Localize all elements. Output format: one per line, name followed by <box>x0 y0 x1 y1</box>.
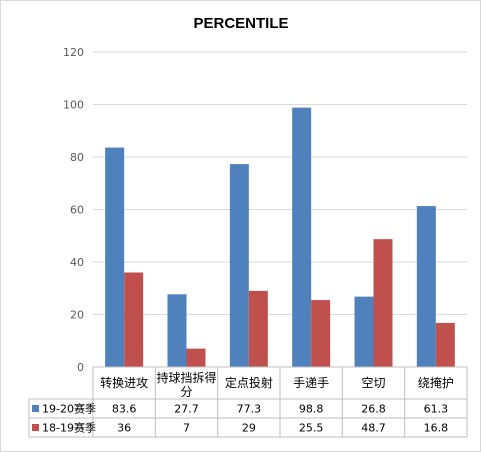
table-value: 26.8 <box>361 403 386 416</box>
category-label: 空切 <box>361 376 385 390</box>
table-value: 61.3 <box>424 403 449 416</box>
bar <box>292 107 312 368</box>
bar <box>186 348 206 367</box>
table-value: 16.8 <box>424 422 449 435</box>
bar <box>167 294 187 367</box>
bar <box>373 239 393 367</box>
legend-key <box>32 424 39 431</box>
bar <box>416 206 436 367</box>
bar <box>124 272 144 367</box>
category-label: 手递手 <box>293 376 329 390</box>
table-value: 83.6 <box>112 403 137 416</box>
gridlines <box>93 51 467 368</box>
table-value: 48.7 <box>361 422 386 435</box>
table-value: 25.5 <box>299 422 324 435</box>
table-value: 27.7 <box>174 403 199 416</box>
category-label: 定点投射 <box>225 375 273 390</box>
bar <box>229 164 249 367</box>
table-value: 98.8 <box>299 403 324 416</box>
legend-series-name: 18-19赛季 <box>42 421 96 435</box>
y-tick-label: 20 <box>70 309 84 322</box>
table-value: 36 <box>117 422 131 435</box>
y-axis-ticks: 0 20 40 60 80 100 120 <box>63 46 84 374</box>
bar <box>105 147 125 367</box>
bar <box>248 290 268 367</box>
table-value: 29 <box>242 422 256 435</box>
y-tick-label: 0 <box>77 361 84 374</box>
chart-title: PERCENTILE <box>193 15 288 32</box>
bar <box>354 296 374 367</box>
legend-series-name: 19-20赛季 <box>42 402 96 416</box>
table-value: 77.3 <box>237 403 262 416</box>
legend-key <box>32 405 39 412</box>
y-tick-label: 40 <box>70 256 84 269</box>
y-tick-label: 120 <box>63 46 84 59</box>
category-label: 绕掩护 <box>418 376 454 390</box>
bar <box>435 322 455 367</box>
y-tick-label: 100 <box>63 99 84 112</box>
category-label: 持球挡拆得分 <box>156 370 216 399</box>
table-value: 7 <box>183 422 190 435</box>
bar <box>311 300 331 367</box>
category-label: 转换进攻 <box>100 375 148 390</box>
y-tick-label: 60 <box>70 204 84 217</box>
y-tick-label: 80 <box>70 151 84 164</box>
bars <box>105 107 455 368</box>
